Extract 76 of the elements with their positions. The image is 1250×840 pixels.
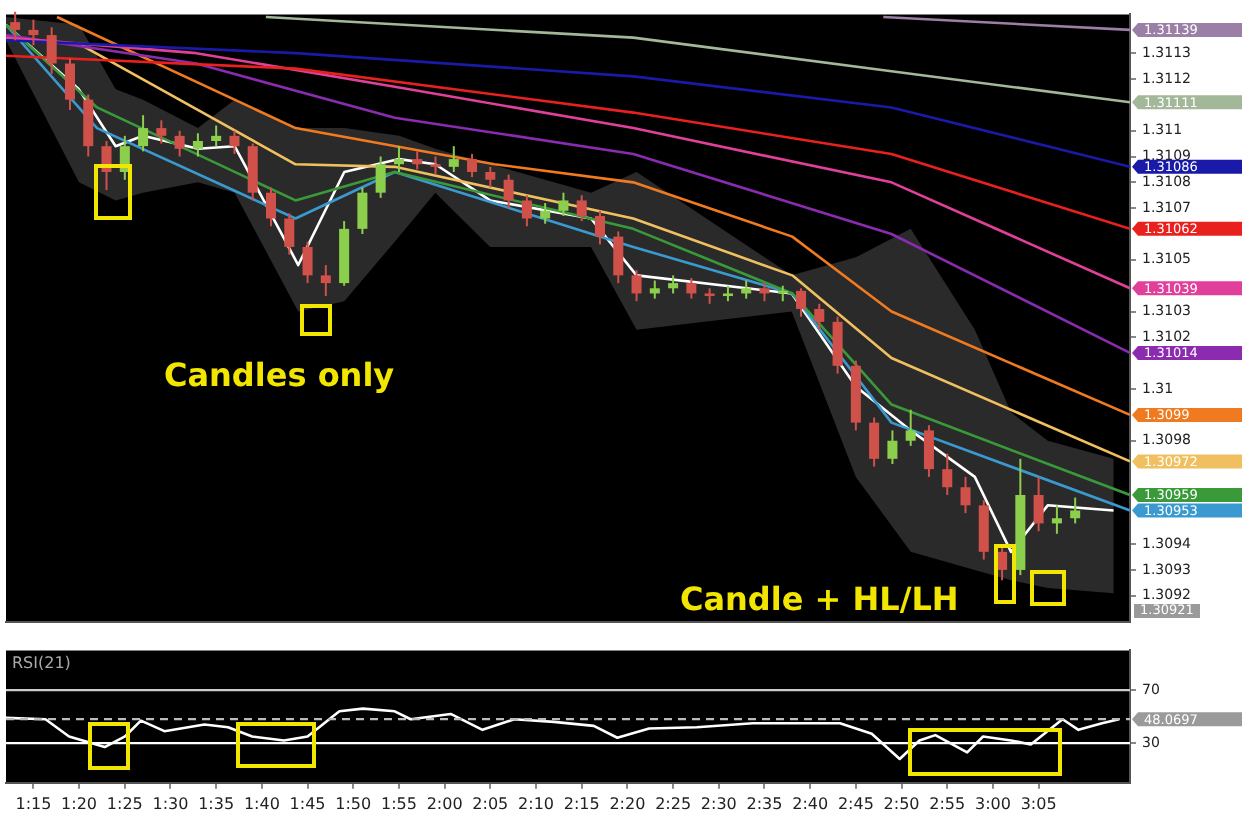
- x-tick-label: 2:35: [746, 794, 783, 813]
- x-tick-label: 3:00: [974, 794, 1011, 813]
- candlestick: [741, 279, 752, 300]
- candlestick: [1070, 496, 1081, 525]
- x-tick-label: 2:15: [563, 794, 600, 813]
- x-tick-label: 1:20: [61, 794, 98, 813]
- candlestick: [923, 424, 934, 478]
- x-tick-label: 1:40: [243, 794, 280, 813]
- candlestick: [174, 129, 185, 158]
- candlestick: [265, 186, 277, 228]
- candlestick: [393, 145, 404, 174]
- candlestick: [905, 408, 916, 447]
- x-tick-label: 2:05: [472, 794, 509, 813]
- x-tick-label: 2:10: [518, 794, 554, 813]
- candlestick: [1033, 475, 1044, 533]
- annotation: Candle + HL/LH: [680, 580, 959, 618]
- x-tick-label: 3:05: [1020, 794, 1057, 813]
- candlestick: [887, 429, 898, 465]
- candlestick: [485, 165, 496, 189]
- candlestick: [668, 274, 679, 295]
- candlestick: [138, 114, 149, 153]
- candlestick: [978, 499, 989, 561]
- candlestick: [156, 119, 167, 145]
- candlestick: [521, 194, 532, 228]
- candlestick: [375, 155, 386, 199]
- candlestick: [83, 93, 94, 158]
- x-tick-label: 1:50: [335, 794, 372, 813]
- candlestick: [942, 452, 953, 496]
- candlestick: [229, 129, 240, 155]
- candlestick: [503, 173, 514, 210]
- candlestick: [869, 416, 880, 468]
- candlestick: [430, 155, 441, 176]
- candlestick: [28, 18, 39, 47]
- candlestick: [192, 132, 203, 158]
- candlestick: [686, 276, 697, 300]
- candlestick: [832, 315, 843, 375]
- x-tick-label: 2:40: [792, 794, 829, 813]
- candlestick: [576, 194, 587, 223]
- x-tick-label: 2:00: [426, 794, 463, 813]
- candlestick: [960, 475, 971, 515]
- x-tick-label: 2:45: [837, 794, 874, 813]
- candlestick: [631, 269, 642, 303]
- candlestick: [46, 26, 57, 75]
- candlestick: [467, 152, 478, 179]
- candlestick: [211, 124, 222, 148]
- candlestick: [759, 282, 770, 303]
- candlestick: [412, 150, 423, 171]
- x-tick-label: 2:50: [883, 794, 920, 813]
- x-tick-label: 1:25: [106, 794, 143, 813]
- candlestick: [10, 10, 21, 42]
- candlestick: [302, 240, 313, 285]
- x-tick-label: 2:55: [929, 794, 966, 813]
- x-tick-label: 1:35: [198, 794, 235, 813]
- x-tick-label: 2:30: [700, 794, 737, 813]
- candlestick: [796, 287, 807, 318]
- candlestick: [320, 264, 331, 298]
- chart-title: RSI(21): [12, 654, 71, 672]
- candlestick: [649, 279, 660, 300]
- candlestick: [357, 186, 368, 236]
- candlestick: [814, 302, 825, 331]
- candlestick: [247, 142, 258, 202]
- candlestick: [540, 202, 551, 225]
- x-tick-label: 1:30: [152, 794, 189, 813]
- x-tick-label: 2:20: [609, 794, 646, 813]
- x-tick-label: 1:15: [15, 794, 52, 813]
- x-tick-label: 2:25: [655, 794, 692, 813]
- candlestick: [284, 212, 295, 256]
- annotation: Candles only: [164, 356, 395, 394]
- x-tick-label: 1:55: [380, 794, 417, 813]
- candlestick: [613, 230, 624, 285]
- x-tick-label: 1:45: [289, 794, 326, 813]
- candlestick: [448, 145, 459, 174]
- candlestick: [64, 57, 76, 111]
- candlestick: [1051, 504, 1062, 535]
- candlestick: [558, 191, 569, 217]
- candlestick: [594, 209, 605, 246]
